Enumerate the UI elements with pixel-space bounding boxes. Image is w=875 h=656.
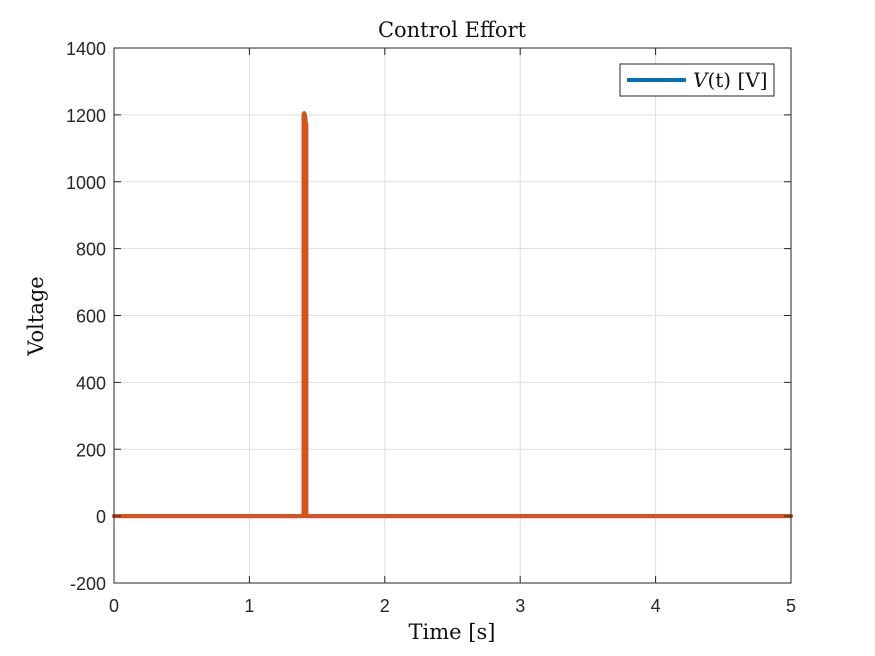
x-tick-labels: 0 1 2 3 4 5 [109, 596, 796, 616]
x-axis-label: Time [s] [409, 620, 496, 644]
x-tick-label: 1 [244, 596, 254, 616]
series-line-2 [112, 111, 793, 519]
y-tick-label: 1400 [66, 39, 106, 59]
y-tick-label: 600 [76, 307, 106, 327]
x-tick-label: 4 [651, 596, 661, 616]
y-tick-label: -200 [70, 574, 106, 594]
x-tick-label: 0 [109, 596, 119, 616]
y-tick-label: 800 [76, 240, 106, 260]
legend-label-rest: (t) [V] [707, 68, 767, 92]
y-tick-label: 400 [76, 373, 106, 393]
x-tick-label: 5 [786, 596, 796, 616]
legend-label-italic: V [693, 68, 710, 92]
legend-label: V(t) [V] [693, 68, 768, 92]
legend: V(t) [V] [619, 63, 775, 97]
x-tick-label: 2 [380, 596, 390, 616]
tick-marks [113, 47, 792, 584]
y-tick-label: 1200 [66, 106, 106, 126]
y-tick-labels: -200 0 200 400 600 800 1000 1200 1400 [66, 39, 106, 594]
y-axis-label: Voltage [24, 276, 48, 356]
plot-series [112, 111, 793, 519]
x-tick-label: 3 [515, 596, 525, 616]
y-tick-label: 0 [96, 507, 106, 527]
y-tick-label: 1000 [66, 173, 106, 193]
chart-title: Control Effort [378, 18, 527, 42]
y-tick-label: 200 [76, 440, 106, 460]
